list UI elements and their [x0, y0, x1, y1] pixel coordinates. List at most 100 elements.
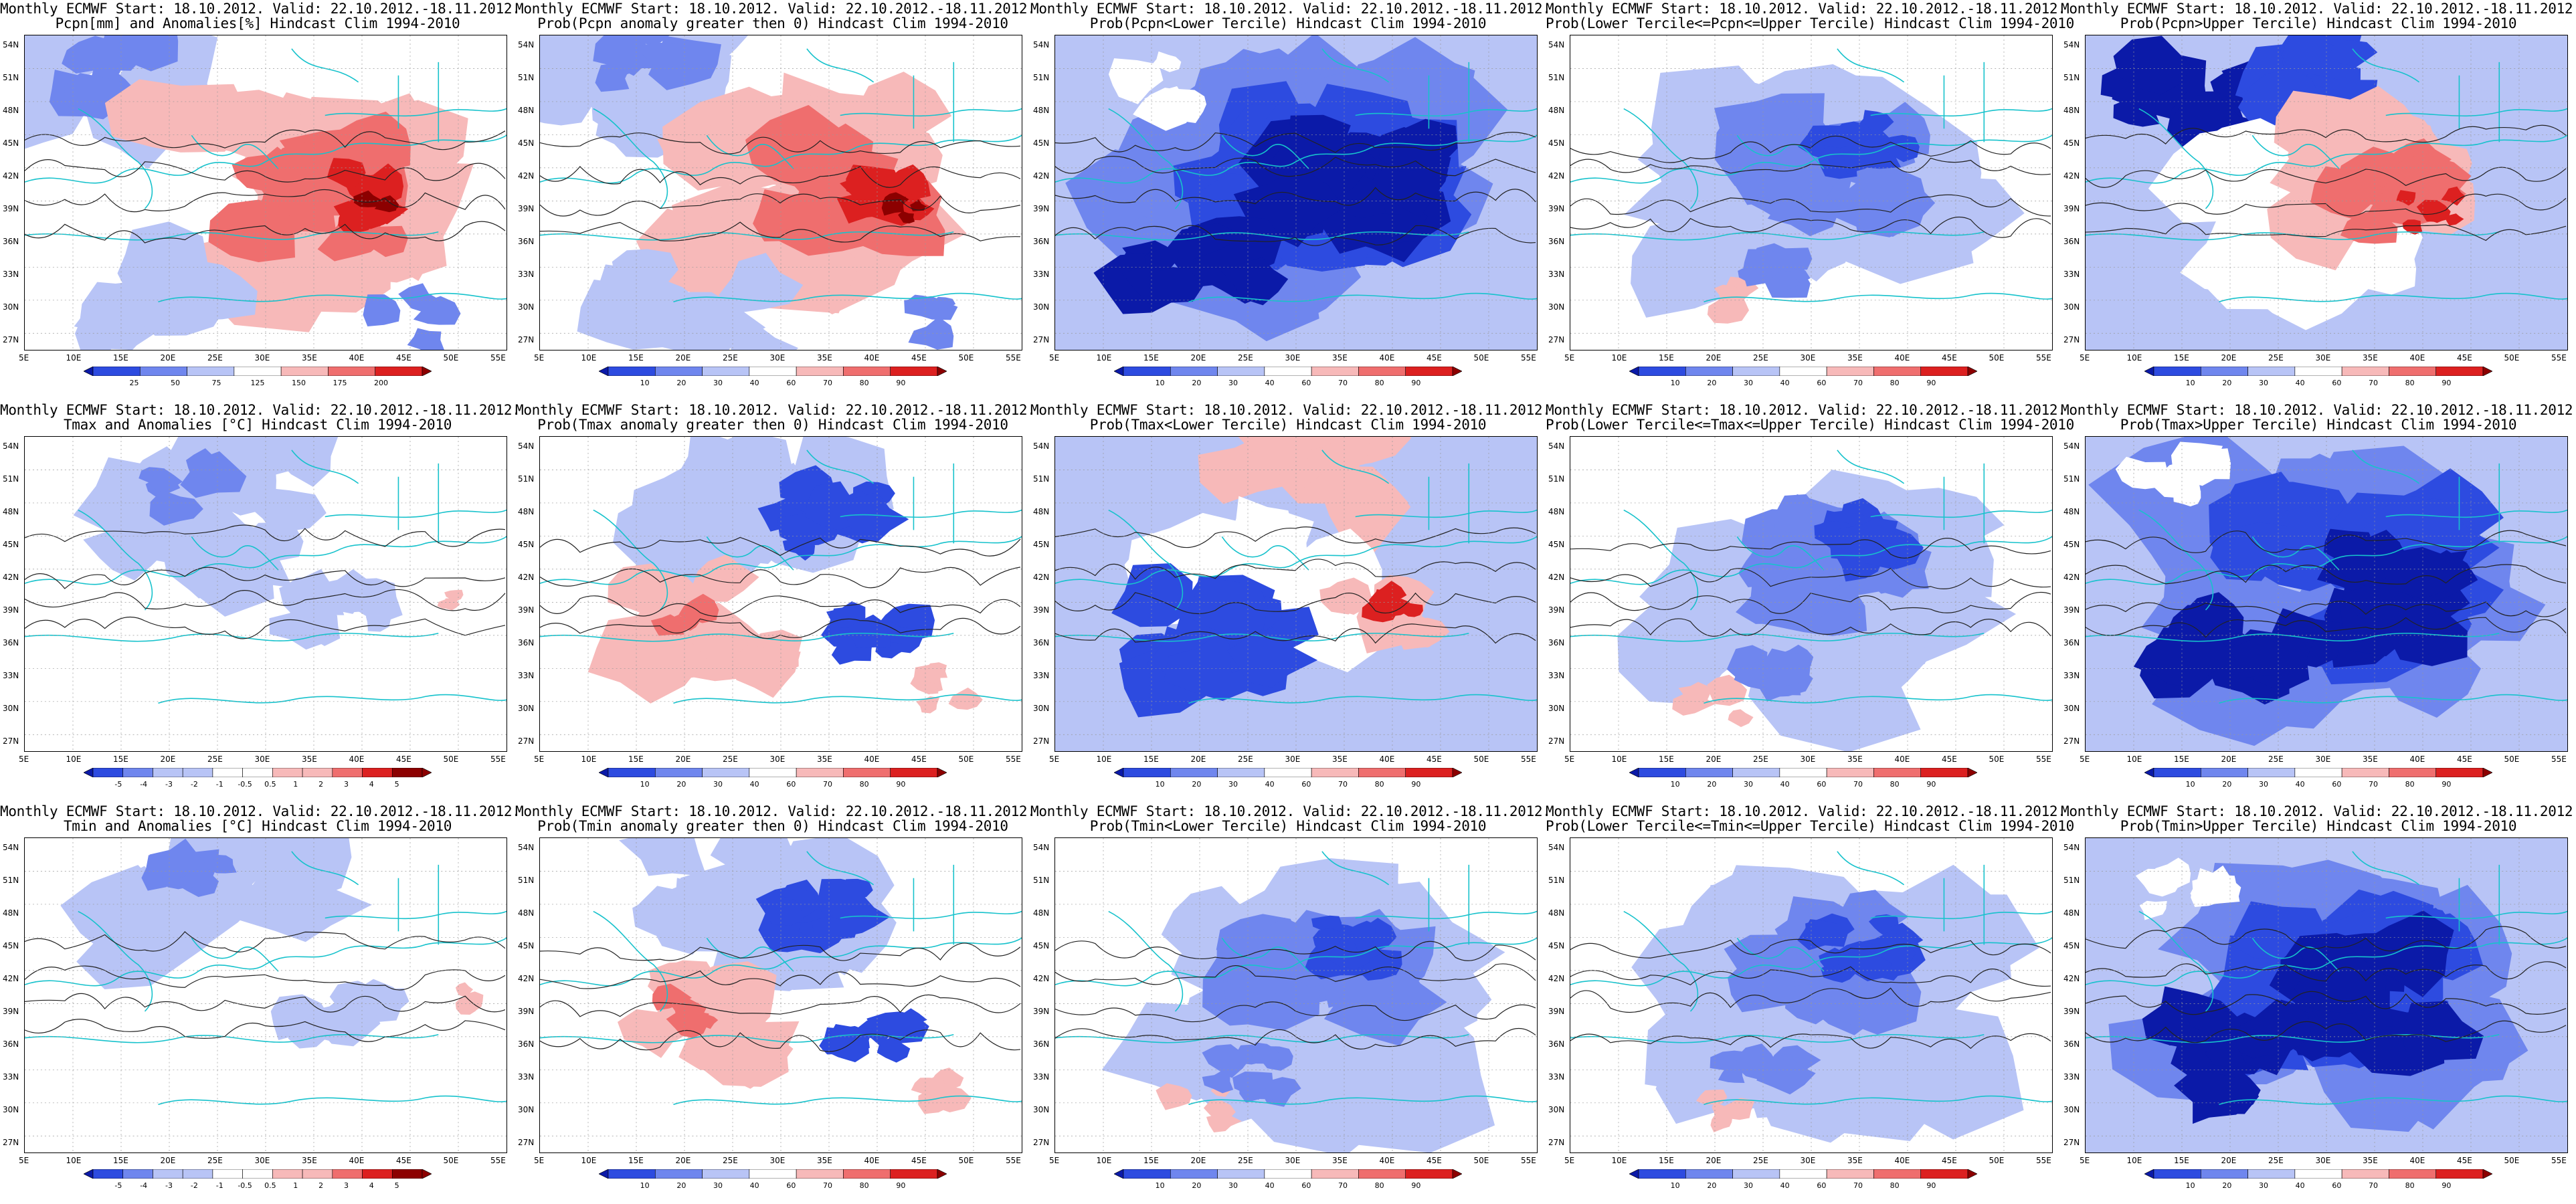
panel-title-line2: Prob(Pcpn<Lower Tercile) Hindcast Clim 1…	[1089, 15, 1487, 31]
colorbar-swatch	[122, 768, 153, 777]
longitude-tick-label: 20E	[675, 755, 691, 764]
shaded-region	[1823, 128, 1855, 148]
shaded-region	[922, 1083, 972, 1113]
colorbar-tick-label: 40	[2295, 1181, 2305, 1190]
colorbar-tick-label: 10	[640, 379, 650, 387]
colorbar-tick-label: 90	[1411, 1181, 1421, 1190]
shaded-region	[2149, 627, 2236, 686]
shaded-region	[1150, 51, 1182, 72]
shaded-region	[898, 211, 915, 224]
longitude-tick-label: 5E	[1564, 755, 1575, 764]
map-panel: Monthly ECMWF Start: 18.10.2012. Valid: …	[1030, 0, 1551, 401]
colorbar-tick-label: -0.5	[238, 1181, 252, 1190]
colorbar-tick-label: 0.5	[264, 780, 276, 789]
map-panel: Monthly ECMWF Start: 18.10.2012. Valid: …	[1546, 803, 2074, 1204]
longitude-tick-label: 40E	[349, 755, 365, 764]
coastline	[1704, 694, 2052, 704]
colorbar-swatch	[1217, 1169, 1265, 1179]
latitude-tick-label: 27N	[2063, 1138, 2080, 1147]
colorbar-tick-label: 90	[896, 1181, 906, 1190]
contour-line	[2086, 991, 2567, 1015]
shaded-region	[652, 983, 692, 1011]
shaded-region	[134, 283, 227, 336]
longitude-tick-label: 15E	[1143, 1156, 1159, 1165]
longitude-tick-label: 5E	[19, 1156, 29, 1165]
latitude-tick-label: 54N	[1548, 441, 1565, 451]
colorbar-swatch	[1123, 1169, 1171, 1179]
shaded-region	[2274, 90, 2371, 161]
contour-line	[1055, 526, 1536, 548]
colorbar-swatch	[890, 1169, 938, 1179]
colorbar-swatch	[749, 768, 797, 777]
shaded-region	[2351, 238, 2417, 295]
shaded-region	[1273, 114, 1355, 175]
colorbar-extend-low	[599, 1169, 609, 1179]
shaded-region	[731, 645, 801, 698]
colorbar-swatch	[843, 1169, 891, 1179]
colorbar-extend-high	[937, 367, 947, 376]
shaded-region	[2403, 1001, 2484, 1068]
longitude-tick-label: 40E	[1894, 755, 1910, 764]
longitude-tick-label: 50E	[1989, 755, 2005, 764]
colorbar-tick-label: 40	[749, 1181, 759, 1190]
latitude-tick-label: 51N	[518, 474, 535, 484]
latitude-tick-label: 30N	[1548, 302, 1565, 312]
map-frame	[1054, 436, 1538, 752]
shaded-region	[1350, 920, 1377, 944]
longitude-tick-label: 40E	[349, 1156, 365, 1165]
panel-title-line2: Tmin and Anomalies [°C] Hindcast Clim 19…	[63, 818, 452, 834]
shaded-region	[1785, 988, 1839, 1025]
shaded-region	[695, 1021, 800, 1087]
colorbar-tick-label: 30	[713, 379, 723, 387]
shaded-region	[1716, 304, 1737, 319]
latitude-tick-label: 51N	[2063, 73, 2080, 82]
colorbar-swatch	[1358, 367, 1406, 376]
latitude-tick-label: 30N	[3, 302, 19, 312]
shaded-region	[2159, 476, 2192, 498]
colorbar-swatch	[187, 367, 235, 376]
longitude-tick-label: 5E	[1564, 1156, 1575, 1165]
latitude-tick-label: 30N	[518, 704, 535, 713]
colorbar-tick-label: 0.5	[264, 1181, 276, 1190]
colorbar-swatch	[2153, 367, 2201, 376]
longitude-tick-label: 40E	[2409, 353, 2425, 363]
colorbar-labels: 10 20 30 40 60 70 80 90	[1114, 1181, 1462, 1191]
shaded-region	[1216, 917, 1327, 995]
shaded-region	[218, 838, 352, 904]
colorbar-tick-label: 40	[749, 379, 759, 387]
shaded-region	[2361, 910, 2454, 997]
shaded-region	[587, 613, 707, 704]
longitude-tick-label: 20E	[675, 1156, 691, 1165]
longitude-tick-label: 45E	[1942, 755, 1957, 764]
longitude-tick-label: 35E	[2363, 353, 2378, 363]
latitude-tick-label: 27N	[3, 1138, 19, 1147]
colorbar	[1629, 768, 1977, 777]
coastline	[1355, 108, 1537, 117]
colorbar	[1114, 768, 1462, 777]
shaded-region	[866, 1011, 929, 1043]
latitude-tick-label: 42N	[3, 171, 19, 181]
shaded-region	[208, 199, 295, 263]
colorbar-tick-label: 70	[1853, 780, 1863, 789]
shaded-region	[2113, 35, 2192, 95]
latitude-tick-label: 51N	[3, 474, 19, 484]
colorbar-swatch	[1123, 367, 1171, 376]
longitude-tick-label: 20E	[2221, 1156, 2237, 1165]
longitude-tick-label: 40E	[1894, 1156, 1910, 1165]
colorbar-extend-high	[937, 768, 947, 777]
latitude-tick-label: 54N	[2063, 843, 2080, 852]
colorbar-tick-label: 40	[2295, 780, 2305, 789]
shaded-region	[906, 294, 937, 315]
field-plot	[1055, 35, 1537, 350]
longitude-tick-label: 25E	[207, 353, 223, 363]
longitude-tick-label: 50E	[2504, 1156, 2520, 1165]
colorbar-swatch	[890, 367, 938, 376]
colorbar-swatch	[1826, 1169, 1874, 1179]
colorbar	[599, 367, 947, 376]
longitude-tick-label: 10E	[1611, 1156, 1627, 1165]
colorbar-tick-label: 10	[2185, 379, 2195, 387]
coastline	[2352, 449, 2500, 544]
latitude-tick-label: 36N	[3, 1039, 19, 1049]
coastline	[325, 910, 507, 920]
longitude-tick-label: 10E	[66, 755, 82, 764]
